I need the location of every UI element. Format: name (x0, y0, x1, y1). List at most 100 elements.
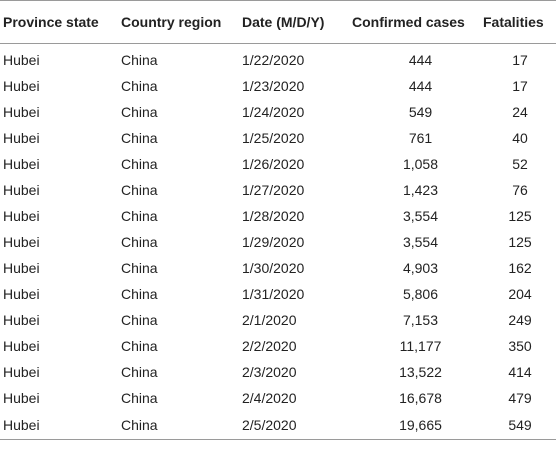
country-region-cell: China (121, 78, 158, 94)
country-region-cell: China (121, 52, 158, 68)
date-cell: 2/3/2020 (242, 364, 297, 380)
table-row: Hubei China 2/4/2020 16,678 479 (0, 385, 556, 411)
table-row: Hubei China 2/1/2020 7,153 249 (0, 307, 556, 333)
date-cell: 1/25/2020 (242, 130, 305, 146)
table-header: Province state Country region Date (M/D/… (0, 0, 556, 44)
confirmed-cases-cell: 444 (408, 78, 433, 94)
country-region-cell: China (121, 364, 158, 380)
fatalities-cell: 52 (512, 156, 528, 172)
country-region-cell: China (121, 208, 158, 224)
country-region-cell: China (121, 260, 158, 276)
country-region-cell: China (121, 312, 158, 328)
fatalities-cell: 162 (508, 260, 532, 276)
country-region-cell: China (121, 104, 158, 120)
confirmed-cases-cell: 5,806 (402, 286, 439, 302)
province-state-cell: Hubei (3, 338, 40, 354)
province-state-cell: Hubei (3, 52, 40, 68)
header-row: Province state Country region Date (M/D/… (0, 0, 556, 44)
confirmed-cases-cell: 3,554 (402, 234, 439, 250)
date-cell: 1/31/2020 (242, 286, 305, 302)
table-row: Hubei China 1/26/2020 1,058 52 (0, 151, 556, 177)
province-state-cell: Hubei (3, 130, 40, 146)
fatalities-cell: 414 (508, 364, 532, 380)
country-region-cell: China (121, 286, 158, 302)
confirmed-cases-cell: 13,522 (399, 364, 442, 380)
fatalities-cell: 125 (508, 234, 532, 250)
date-cell: 2/2/2020 (242, 338, 297, 354)
country-region-cell: China (121, 182, 158, 198)
confirmed-cases-cell: 1,423 (402, 182, 439, 198)
table-row: Hubei China 1/24/2020 549 24 (0, 99, 556, 125)
province-state-cell: Hubei (0, 411, 121, 440)
fatalities-cell: 549 (483, 411, 556, 440)
fatalities-cell: 24 (512, 104, 528, 120)
fatalities-cell: 17 (512, 78, 528, 94)
fatalities-cell: 204 (508, 286, 532, 302)
province-state-cell: Hubei (3, 104, 40, 120)
country-region-cell: China (121, 130, 158, 146)
fatalities-cell: 350 (508, 338, 532, 354)
date-cell: 2/1/2020 (242, 312, 297, 328)
country-region-cell: China (121, 411, 242, 440)
country-region-cell: China (121, 156, 158, 172)
table-row: Hubei China 1/30/2020 4,903 162 (0, 255, 556, 281)
confirmed-cases-cell: 761 (408, 130, 433, 146)
table-row: Hubei China 1/27/2020 1,423 76 (0, 177, 556, 203)
confirmed-cases-cell: 11,177 (399, 338, 442, 354)
fatalities-cell: 40 (512, 130, 528, 146)
confirmed-cases-cell: 19,665 (352, 411, 483, 440)
header-fatalities: Fatalities (483, 0, 556, 44)
confirmed-cases-cell: 16,678 (399, 390, 442, 406)
confirmed-cases-cell: 444 (408, 52, 433, 68)
header-confirmed-cases: Confirmed cases (352, 0, 483, 44)
table-row: Hubei China 1/22/2020 444 17 (0, 44, 556, 74)
fatalities-cell: 76 (512, 182, 528, 198)
header-date: Date (M/D/Y) (242, 0, 352, 44)
confirmed-cases-cell: 1,058 (402, 156, 439, 172)
country-region-cell: China (121, 338, 158, 354)
header-province-state: Province state (0, 0, 121, 44)
date-cell: 2/4/2020 (242, 390, 297, 406)
confirmed-cases-cell: 4,903 (402, 260, 439, 276)
province-state-cell: Hubei (3, 286, 40, 302)
province-state-cell: Hubei (3, 156, 40, 172)
confirmed-cases-cell: 7,153 (402, 312, 439, 328)
table-row: Hubei China 1/29/2020 3,554 125 (0, 229, 556, 255)
table-row: Hubei China 2/2/2020 11,177 350 (0, 333, 556, 359)
province-state-cell: Hubei (3, 390, 40, 406)
date-cell: 1/29/2020 (242, 234, 305, 250)
province-state-cell: Hubei (3, 234, 40, 250)
province-state-cell: Hubei (3, 260, 40, 276)
date-cell: 1/30/2020 (242, 260, 305, 276)
header-country-region: Country region (121, 0, 242, 44)
fatalities-cell: 17 (512, 52, 528, 68)
confirmed-cases-cell: 549 (408, 104, 433, 120)
table-row: Hubei China 2/3/2020 13,522 414 (0, 359, 556, 385)
table-row: Hubei China 1/23/2020 444 17 (0, 73, 556, 99)
date-cell: 1/23/2020 (242, 78, 305, 94)
date-cell: 1/22/2020 (242, 52, 305, 68)
fatalities-cell: 479 (508, 390, 532, 406)
table-row: Hubei China 1/28/2020 3,554 125 (0, 203, 556, 229)
table-row: Hubei China 1/25/2020 761 40 (0, 125, 556, 151)
data-table: Province state Country region Date (M/D/… (0, 0, 556, 440)
date-cell: 2/5/2020 (242, 411, 352, 440)
country-region-cell: China (121, 234, 158, 250)
date-cell: 1/24/2020 (242, 104, 305, 120)
province-state-cell: Hubei (3, 208, 40, 224)
date-cell: 1/27/2020 (242, 182, 305, 198)
province-state-cell: Hubei (3, 78, 40, 94)
table-body: Hubei China 1/22/2020 444 17 Hubei China 1/23/2… (0, 44, 556, 440)
province-state-cell: Hubei (3, 312, 40, 328)
fatalities-cell: 249 (508, 312, 532, 328)
table-row: Hubei China 2/5/2020 19,665 549 (0, 411, 556, 440)
province-state-cell: Hubei (3, 364, 40, 380)
confirmed-cases-cell: 3,554 (402, 208, 439, 224)
fatalities-cell: 125 (508, 208, 532, 224)
date-cell: 1/28/2020 (242, 208, 305, 224)
table-row: Hubei China 1/31/2020 5,806 204 (0, 281, 556, 307)
date-cell: 1/26/2020 (242, 156, 305, 172)
province-state-cell: Hubei (3, 182, 40, 198)
country-region-cell: China (121, 390, 158, 406)
